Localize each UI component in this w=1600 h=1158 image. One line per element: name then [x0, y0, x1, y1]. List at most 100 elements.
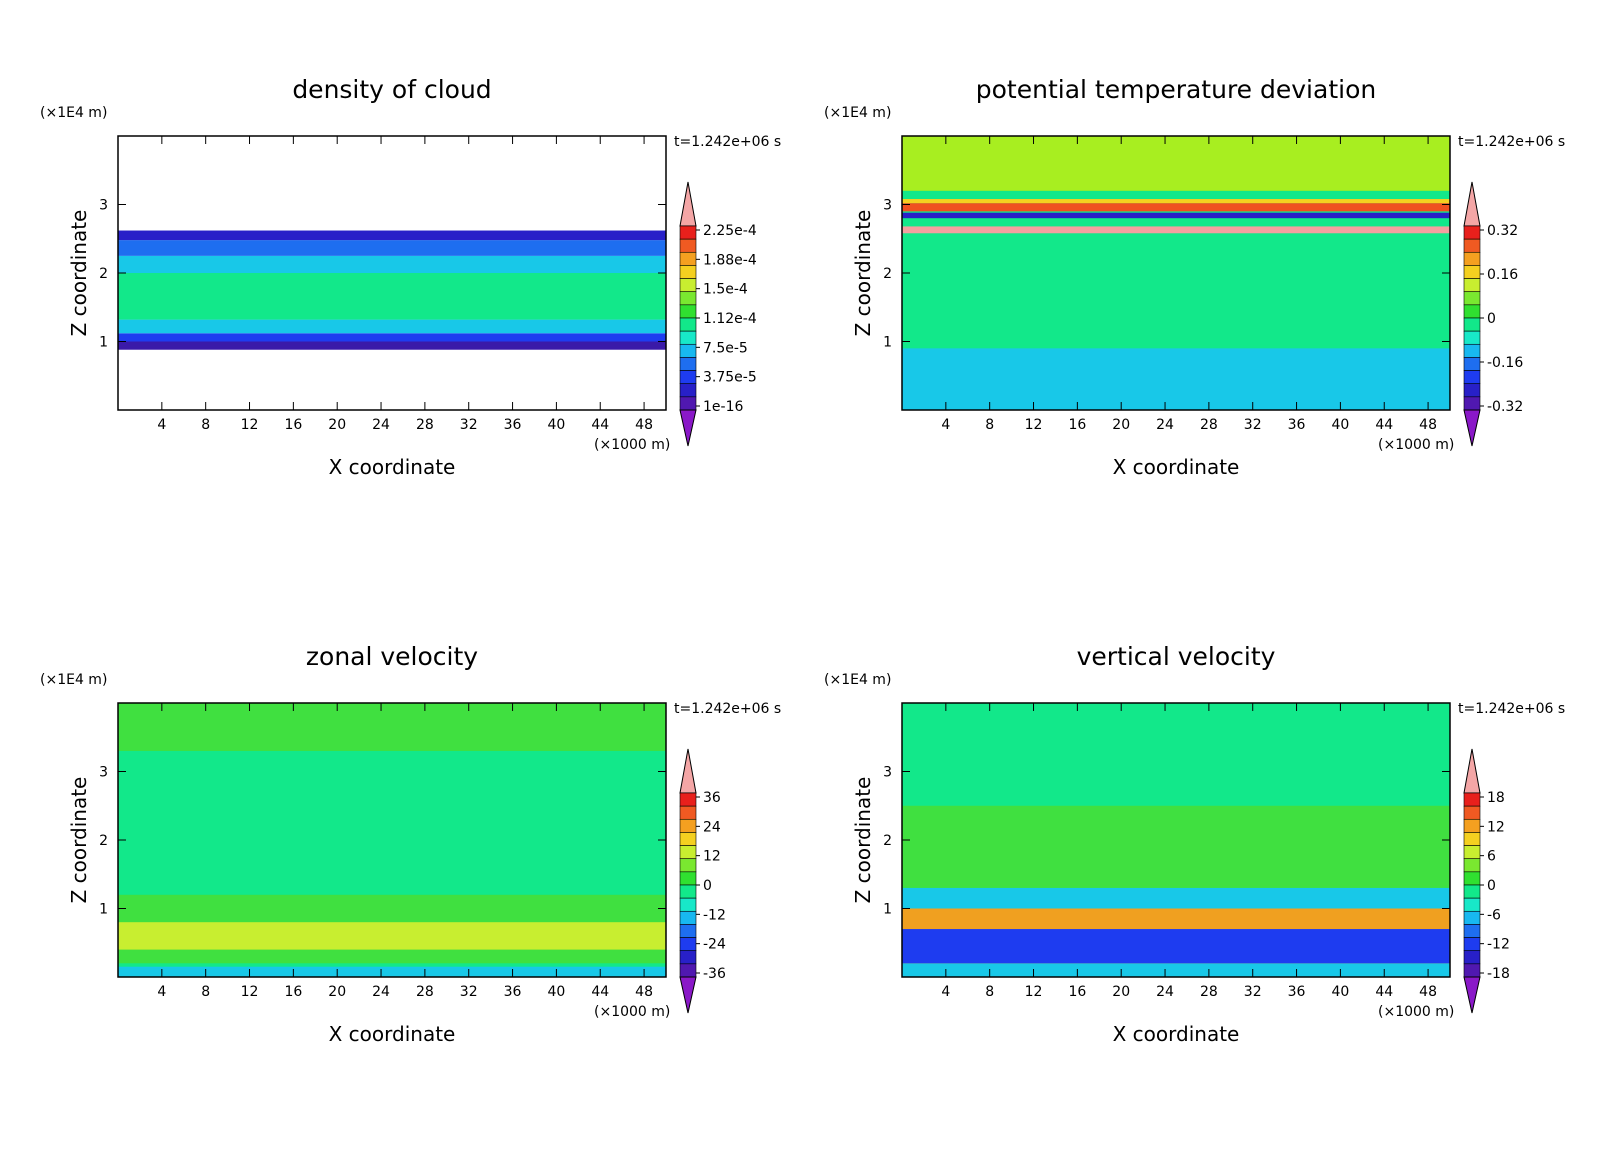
x-tick-label: 24 [372, 984, 390, 1000]
colorbar-segment [679, 304, 697, 319]
colorbar-segment [679, 818, 697, 833]
x-axis-label: X coordinate [329, 455, 456, 479]
colorbar-segment [1463, 225, 1481, 240]
colorbar-segment [679, 396, 697, 411]
colorbar-top-arrow [1463, 748, 1481, 794]
colorbar-segment [1463, 818, 1481, 833]
colorbar-segment [1463, 805, 1481, 820]
panel-zonal-velocity: zonal velocity (×1E4 m) t=1.242e+06 s 4 8 12 1… [0, 567, 800, 1146]
x-tick-label: 8 [201, 417, 210, 433]
contour-band [118, 922, 666, 950]
chart-title: potential temperature deviation [976, 75, 1376, 104]
colorbar-segment [679, 963, 697, 978]
colorbar-segment [679, 251, 697, 266]
x-tick-label: 20 [1112, 984, 1130, 1000]
colorbar-label: 18 [1487, 790, 1505, 806]
colorbar-segment [679, 910, 697, 925]
x-tick-label: 20 [328, 984, 346, 1000]
colorbar-segment [679, 832, 697, 846]
colorbar-segment [679, 291, 697, 306]
colorbar-segment [679, 357, 697, 371]
x-unit-label: (×1000 m) [1378, 1004, 1454, 1020]
x-axis-label: X coordinate [329, 1022, 456, 1046]
colorbar-label: 0 [1487, 878, 1496, 894]
x-tick-label: 28 [1200, 417, 1218, 433]
colorbar-label: 24 [703, 819, 721, 835]
x-tick-label: 44 [1375, 984, 1393, 1000]
x-tick-label: 28 [1200, 984, 1218, 1000]
colorbar-bottom-arrow [1463, 976, 1481, 1014]
x-tick-label: 44 [591, 417, 609, 433]
colorbar-segment [679, 278, 697, 293]
colorbar-label: 3.75e-5 [703, 370, 757, 386]
colorbar-segment [679, 805, 697, 820]
x-tick-label: 16 [284, 984, 302, 1000]
contour-band [902, 203, 1450, 212]
y-unit-label: (×1E4 m) [824, 105, 891, 121]
colorbar-segment [679, 225, 697, 240]
contour-band [902, 348, 1450, 410]
colorbar-segment [679, 924, 697, 938]
colorbar-segment [1463, 357, 1481, 371]
colorbar-bottom-arrow [1463, 409, 1481, 447]
colorbar-segment [1463, 792, 1481, 807]
colorbar-label: -18 [1487, 966, 1510, 982]
colorbar-segment [1463, 950, 1481, 965]
y-tick-label: 1 [883, 335, 892, 351]
y-tick-label: 2 [99, 833, 108, 849]
x-tick-label: 20 [328, 417, 346, 433]
colorbar-segment [1463, 832, 1481, 846]
x-tick-label: 16 [1068, 417, 1086, 433]
y-tick-label: 3 [99, 765, 108, 781]
time-label: t=1.242e+06 s [1458, 701, 1565, 717]
colorbar-segment [1463, 317, 1481, 332]
contour-band [118, 966, 666, 977]
colorbar-label: 12 [703, 849, 721, 865]
y-axis-label: Z coordinate [67, 777, 91, 904]
colorbar-segment [679, 950, 697, 965]
chart-title: density of cloud [292, 75, 491, 104]
contour-band [118, 230, 666, 241]
x-tick-label: 24 [372, 417, 390, 433]
colorbar-segment [679, 858, 697, 873]
colorbar-label: -12 [703, 907, 726, 923]
y-tick-label: 2 [883, 266, 892, 282]
colorbar-label: -12 [1487, 937, 1510, 953]
colorbar-segment [1463, 884, 1481, 899]
x-tick-label: 40 [1331, 417, 1349, 433]
x-tick-label: 8 [985, 984, 994, 1000]
y-unit-label: (×1E4 m) [40, 105, 107, 121]
colorbar-label: 2.25e-4 [703, 223, 757, 239]
chart-title: vertical velocity [1077, 642, 1276, 671]
colorbar-bottom-arrow [679, 409, 697, 447]
colorbar-segment [679, 343, 697, 358]
colorbar-segment [679, 265, 697, 279]
contour-band [902, 226, 1450, 234]
x-tick-label: 4 [941, 417, 950, 433]
colorbar-segment [679, 845, 697, 860]
colorbar-label: 1.5e-4 [703, 282, 748, 298]
colorbar-segment [1463, 858, 1481, 873]
colorbar-segment [1463, 278, 1481, 293]
time-label: t=1.242e+06 s [674, 134, 781, 150]
colorbar-segment [1463, 304, 1481, 319]
colorbar-label: 1e-16 [703, 399, 743, 415]
colorbar-segment [679, 897, 697, 912]
colorbar-segment [679, 317, 697, 332]
x-tick-label: 48 [1419, 417, 1437, 433]
colorbar-label: 6 [1487, 849, 1496, 865]
x-tick-label: 20 [1112, 417, 1130, 433]
contour-band [902, 136, 1450, 191]
chart-svg: zonal velocity(×1E4 m)t=1.242e+06 s4 8 12 1… [40, 642, 781, 1046]
y-tick-label: 3 [883, 198, 892, 214]
y-unit-label: (×1E4 m) [40, 672, 107, 688]
x-tick-label: 40 [1331, 984, 1349, 1000]
contour-band [902, 929, 1450, 964]
colorbar-label: -6 [1487, 907, 1501, 923]
colorbar-label: 12 [1487, 819, 1505, 835]
colorbar-label: -0.16 [1487, 355, 1523, 371]
colorbar-segment [679, 792, 697, 807]
x-tick-label: 36 [1288, 417, 1306, 433]
colorbar-label: 1.88e-4 [703, 252, 757, 268]
